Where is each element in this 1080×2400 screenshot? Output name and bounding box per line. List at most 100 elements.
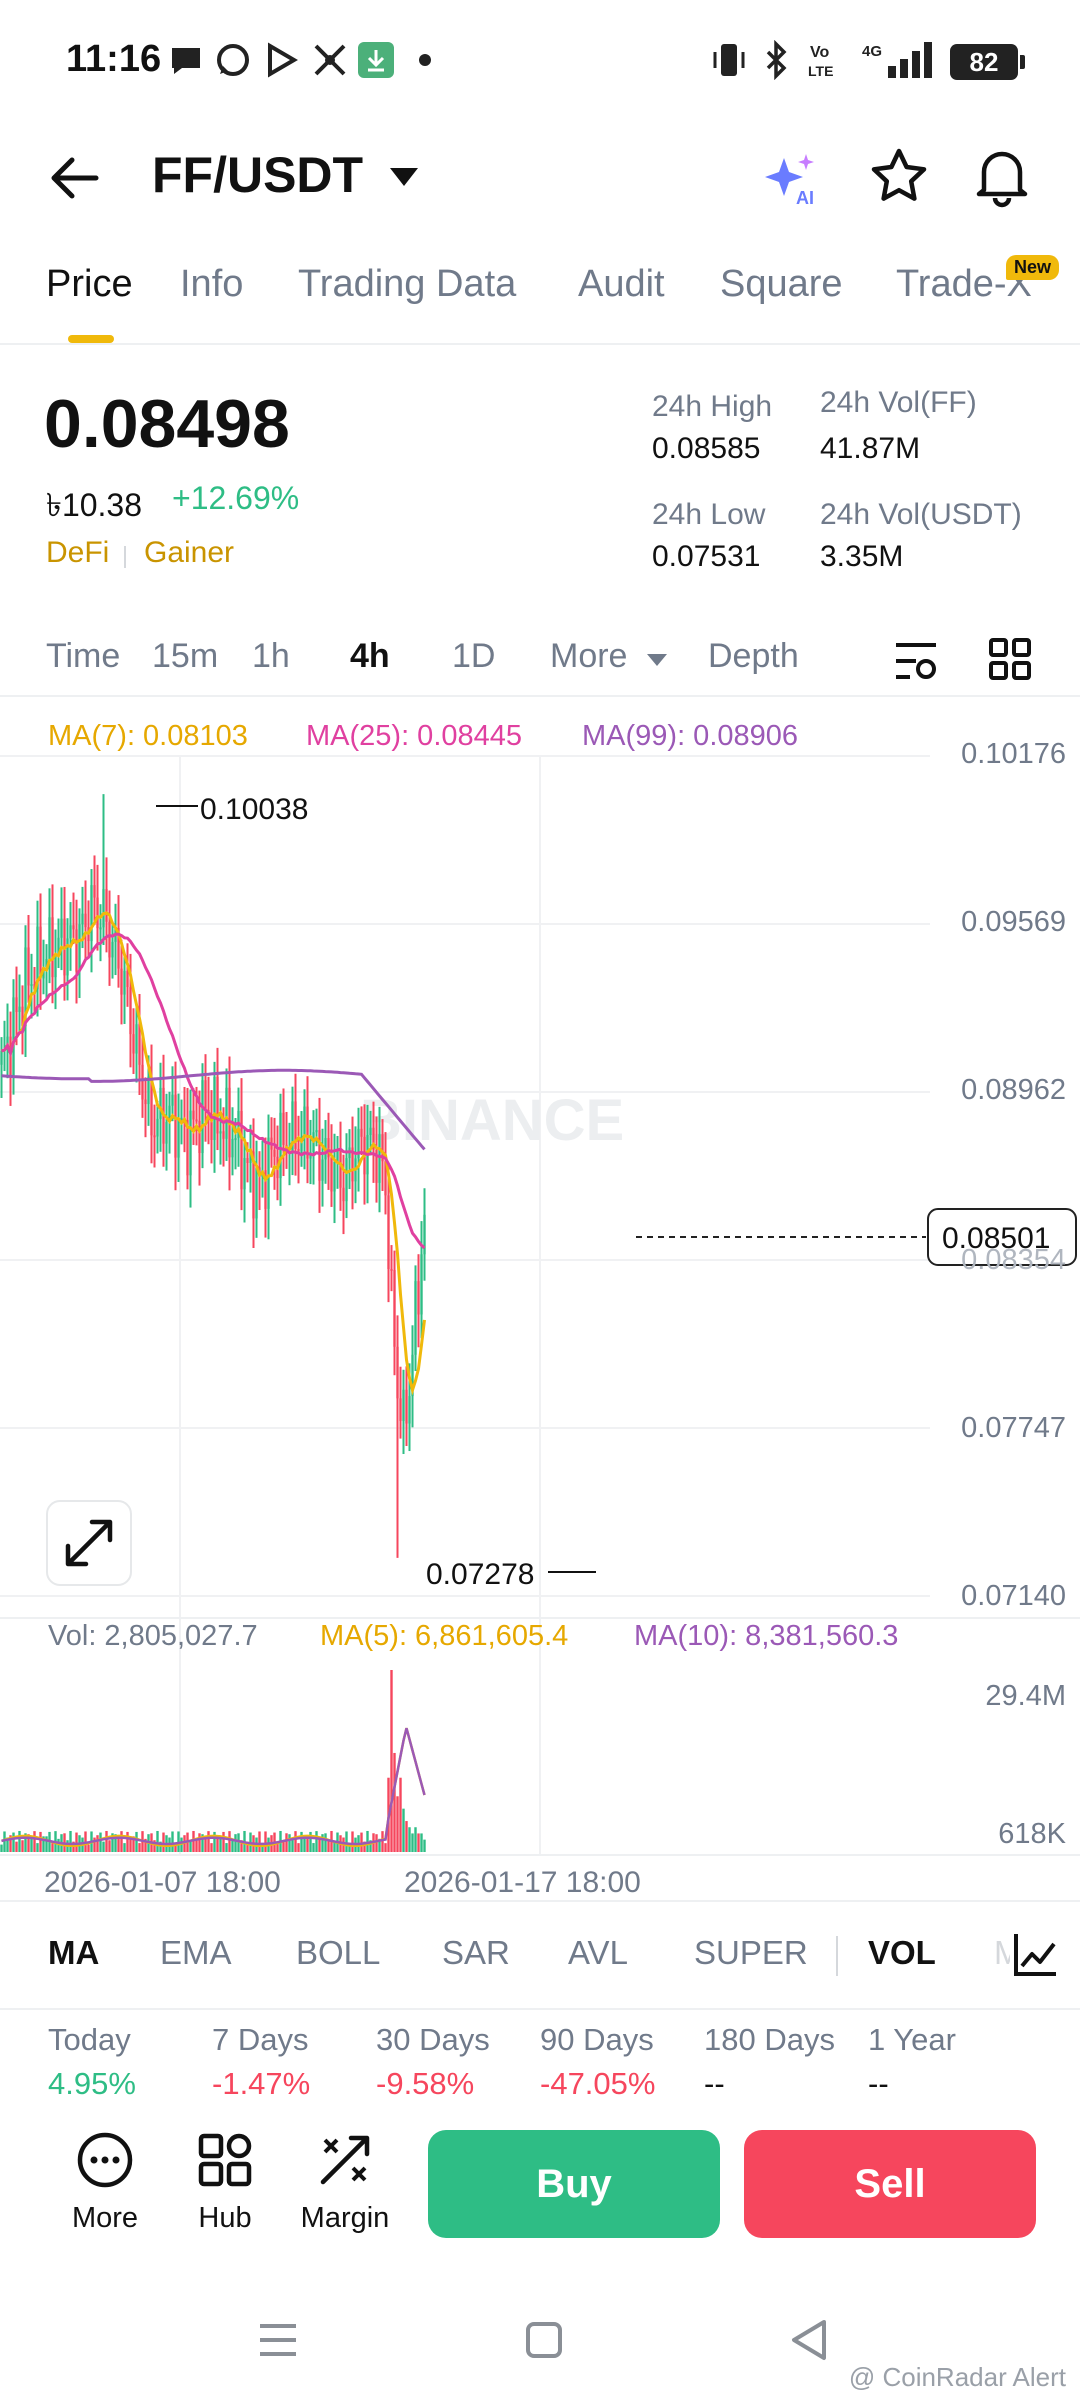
candle-body	[78, 924, 81, 972]
candle-body	[192, 1110, 195, 1120]
candle-body	[318, 1130, 321, 1181]
candle-body	[294, 1101, 297, 1149]
volume-bar	[21, 1840, 24, 1852]
volume-bar	[348, 1844, 351, 1852]
recent-apps-icon[interactable]	[248, 2310, 308, 2370]
candle-body	[405, 1389, 408, 1424]
indicator-sar[interactable]: SAR	[442, 1934, 510, 1971]
indicator-divider	[836, 1936, 838, 1976]
indicator-ema[interactable]: EMA	[160, 1934, 232, 1971]
tag-defi[interactable]: DeFi	[46, 536, 110, 569]
candle-body	[369, 1127, 372, 1136]
candle-body	[36, 926, 39, 990]
more-caret-icon[interactable]	[646, 653, 668, 667]
volume-bar	[3, 1831, 6, 1852]
volume-bar	[171, 1831, 174, 1852]
tab-price[interactable]: Price	[46, 263, 133, 305]
stat-low-label: 24h Low	[652, 498, 766, 531]
indicator-ma[interactable]: MA	[48, 1934, 100, 1971]
volume-bar	[261, 1844, 264, 1852]
indicator-vol[interactable]: VOL	[868, 1934, 936, 1971]
candle-body	[66, 938, 69, 976]
buy-button[interactable]: Buy	[428, 2130, 720, 2238]
hub-label: Hub	[198, 2202, 252, 2234]
candle-body	[393, 1270, 396, 1347]
interval-1d[interactable]: 1D	[452, 637, 496, 675]
y-axis-label: 0.10176	[961, 738, 1066, 770]
stat-low-value: 0.07531	[652, 540, 761, 573]
indicator-super[interactable]: SUPER	[694, 1934, 808, 1971]
volume-bar	[420, 1833, 423, 1852]
play-store-icon	[268, 42, 298, 78]
star-icon[interactable]	[868, 146, 930, 208]
hub-button[interactable]: Hub	[170, 2130, 280, 2240]
grid-layout-icon[interactable]	[988, 637, 1032, 681]
tag-gainer[interactable]: Gainer	[144, 536, 235, 569]
svg-text:AI: AI	[796, 188, 814, 208]
dot-icon	[419, 54, 431, 66]
candle-body	[234, 1138, 237, 1141]
vibrate-icon	[713, 44, 745, 76]
pair-title[interactable]: FF/USDT	[152, 147, 364, 203]
candle-body	[84, 913, 87, 928]
volume-bar	[237, 1833, 240, 1852]
sell-button[interactable]: Sell	[744, 2130, 1036, 2238]
hub-icon	[198, 2133, 252, 2187]
stat-vol-ff-label: 24h Vol(FF)	[820, 386, 977, 419]
tab-audit[interactable]: Audit	[578, 263, 665, 305]
candle-body	[414, 1281, 417, 1355]
interval-15m[interactable]: 15m	[152, 637, 219, 675]
interval-time[interactable]: Time	[46, 637, 121, 675]
interval-more[interactable]: More	[550, 637, 628, 675]
volume-bar	[18, 1830, 21, 1852]
volume-bar	[414, 1827, 417, 1852]
indicator-settings-icon[interactable]	[1010, 1930, 1060, 1980]
volume-bar	[390, 1670, 393, 1852]
price-chart[interactable]: BINANCE 0.10038 0.07278 0.08501	[0, 700, 1080, 1860]
margin-button[interactable]: Margin	[290, 2130, 400, 2240]
stat-vol-usdt-value: 3.35M	[820, 540, 904, 573]
volume-bar	[201, 1834, 204, 1852]
back-arrow-icon[interactable]	[46, 150, 102, 206]
volume-bar	[216, 1836, 219, 1852]
candle-body	[147, 1076, 150, 1105]
volume-bar	[300, 1831, 303, 1852]
bell-icon[interactable]	[970, 144, 1034, 208]
home-icon[interactable]	[514, 2310, 574, 2370]
tab-square[interactable]: Square	[720, 263, 843, 305]
tab-trading-data[interactable]: Trading Data	[298, 263, 517, 305]
indicator-avl[interactable]: AVL	[568, 1934, 628, 1971]
caret-down-icon[interactable]	[388, 166, 420, 188]
volume-bar	[411, 1833, 414, 1852]
candle-body	[273, 1149, 276, 1157]
candle-body	[198, 1120, 201, 1154]
fullscreen-button[interactable]	[46, 1500, 132, 1586]
ai-sparkle-icon[interactable]: AI	[762, 150, 822, 210]
tab-info[interactable]: Info	[180, 263, 244, 305]
candle-body	[300, 1136, 303, 1152]
volume-bar	[6, 1837, 9, 1852]
volume-bar	[285, 1833, 288, 1852]
volume-bar	[399, 1777, 402, 1852]
candle-body	[342, 1187, 345, 1202]
volume-bar	[240, 1840, 243, 1852]
chart-settings-icon[interactable]	[892, 639, 940, 683]
candle-body	[252, 1151, 255, 1219]
indicator-boll[interactable]: BOLL	[296, 1934, 381, 1971]
candle-body	[210, 1117, 213, 1140]
interval-1h[interactable]: 1h	[252, 637, 290, 675]
volume-bar	[231, 1838, 234, 1852]
volume-bar	[117, 1838, 120, 1852]
volume-bar	[132, 1836, 135, 1852]
x-axis-date: 2026-01-07 18:00	[44, 1866, 281, 1899]
candle-body	[399, 1398, 402, 1421]
interval-4h[interactable]: 4h	[350, 637, 390, 675]
candle-body	[189, 1110, 192, 1176]
candle-body	[99, 927, 102, 930]
y-axis-label: 0.07747	[961, 1412, 1066, 1444]
candle-body	[24, 947, 27, 1027]
back-nav-icon[interactable]	[780, 2310, 840, 2370]
interval-depth[interactable]: Depth	[708, 637, 799, 675]
more-button[interactable]: More	[50, 2130, 160, 2240]
candle-body	[21, 1006, 24, 1027]
